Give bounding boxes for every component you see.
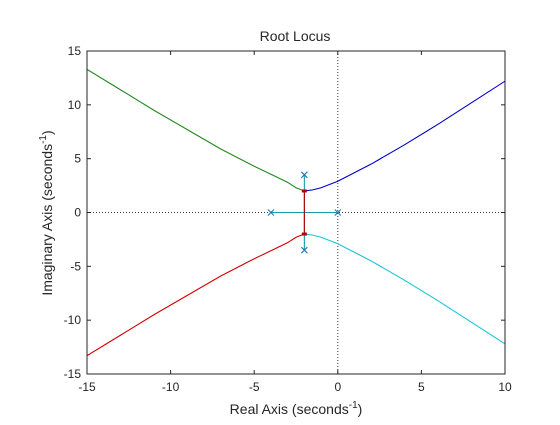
- x-tick-label: -10: [162, 380, 180, 394]
- y-axis-label-superscript: -1: [38, 135, 49, 144]
- breakaway-marker-1: [301, 189, 307, 193]
- y-tick-label: -10: [64, 313, 82, 327]
- x-tick-label: -15: [78, 380, 96, 394]
- plot-area: -15 -10 -5 0 5 10 -15 -10 -5 0 5 10 15: [64, 44, 512, 394]
- zero-reference-lines: [87, 51, 505, 374]
- locus-branch-1: [87, 68, 305, 192]
- x-tick-labels: -15 -10 -5 0 5 10: [78, 380, 512, 394]
- pole-marker-4: [300, 246, 308, 254]
- pole-marker-1: [267, 209, 275, 216]
- x-tick-label: 5: [418, 380, 425, 394]
- y-axis-label-base: Imaginary Axis (seconds: [39, 144, 55, 296]
- y-tick-label: -5: [70, 259, 81, 273]
- x-tick-label: 10: [498, 380, 512, 394]
- y-tick-labels: -15 -10 -5 0 5 10 15: [64, 44, 82, 381]
- breakaway-marker-2: [301, 232, 307, 236]
- locus-branches: [87, 68, 505, 357]
- x-axis-label-superscript: -1: [349, 400, 358, 411]
- locus-branch-3: [87, 233, 305, 357]
- pole-marker-3: [300, 171, 308, 179]
- y-tick-label: 15: [68, 44, 82, 58]
- locus-branch-4: [304, 233, 505, 345]
- x-tick-label: 0: [334, 380, 341, 394]
- tick-marks: [86, 50, 506, 375]
- chart-title: Root Locus: [260, 28, 331, 44]
- y-axis-label-end: ): [39, 130, 55, 135]
- y-axis-label: Imaginary Axis (seconds-1): [38, 130, 55, 295]
- locus-markers: [267, 171, 342, 254]
- y-tick-label: 5: [74, 152, 81, 166]
- y-tick-label: -15: [64, 367, 82, 381]
- x-axis-label-base: Real Axis (seconds: [230, 401, 349, 417]
- x-axis-label: Real Axis (seconds-1): [230, 400, 363, 417]
- locus-branch-2: [304, 80, 505, 192]
- y-tick-label: 0: [74, 206, 81, 220]
- x-axis-label-end: ): [358, 401, 363, 417]
- pole-marker-2: [334, 209, 342, 216]
- x-tick-label: -5: [249, 380, 260, 394]
- y-tick-label: 10: [68, 98, 82, 112]
